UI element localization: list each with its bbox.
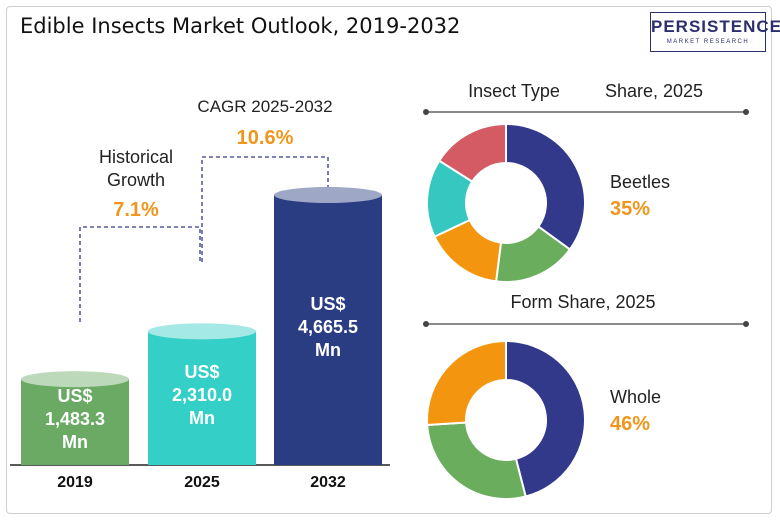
historical-connector (79, 226, 201, 322)
historical-growth-value: 7.1% (113, 199, 159, 221)
bar-2025 (148, 331, 256, 465)
x-tick-label: 2032 (310, 474, 346, 491)
bar-2019 (21, 379, 129, 465)
bar-2032 (274, 195, 382, 465)
cagr-value: 10.6% (237, 127, 294, 149)
logo-sub-text: MARKET RESEARCH (666, 39, 750, 45)
x-tick-label: 2019 (57, 474, 93, 491)
bar-top-2019 (21, 371, 129, 388)
form-share-title: Form Share, 2025 (510, 292, 655, 312)
cagr-label: CAGR 2025-2032 (197, 97, 332, 116)
form-slice-3 (426, 339, 507, 427)
whole-label: Whole (610, 387, 661, 407)
historical-growth-label-line1: Historical (99, 147, 173, 167)
bar-top-2032 (274, 187, 382, 203)
insect-type-rule-dot-right (743, 109, 749, 115)
bar-value-label: US$ (57, 386, 92, 406)
form-slice-2 (426, 421, 527, 500)
logo-main-text: PERSISTENCE (651, 17, 780, 36)
insect-slice-beetles (505, 122, 586, 251)
beetles-value: 35% (610, 198, 650, 220)
bar-value-label: US$ (184, 362, 219, 382)
cagr-connector (201, 156, 329, 262)
beetles-label: Beetles (610, 172, 670, 192)
bar-value-label: Mn (189, 408, 215, 428)
historical-growth-label-line2: Growth (107, 170, 165, 190)
insect-type-title: Insect Type (468, 81, 560, 101)
page-title: Edible Insects Market Outlook, 2019-2032 (20, 14, 461, 38)
persistence-logo: PERSISTENCE MARKET RESEARCH (650, 12, 780, 52)
bar-top-2025 (148, 323, 256, 340)
bar-value-label: 4,665.5 (298, 317, 358, 337)
bar-value-label: 1,483.3 (45, 409, 105, 429)
whole-value: 46% (610, 413, 650, 435)
x-tick-label: 2025 (184, 474, 220, 491)
bar-value-label: 2,310.0 (172, 385, 232, 405)
form-share-rule-dot-left (423, 321, 429, 327)
insect-type-rule-dot-left (423, 109, 429, 115)
bar-value-label: Mn (62, 432, 88, 452)
bar-value-label: US$ (310, 294, 345, 314)
figure-frame (6, 6, 772, 514)
form-share-rule-dot-right (743, 321, 749, 327)
bar-value-label: Mn (315, 340, 341, 360)
insect-share-title: Share, 2025 (605, 81, 703, 101)
form-slice-whole (505, 339, 586, 498)
insect-slice-5 (437, 122, 507, 183)
